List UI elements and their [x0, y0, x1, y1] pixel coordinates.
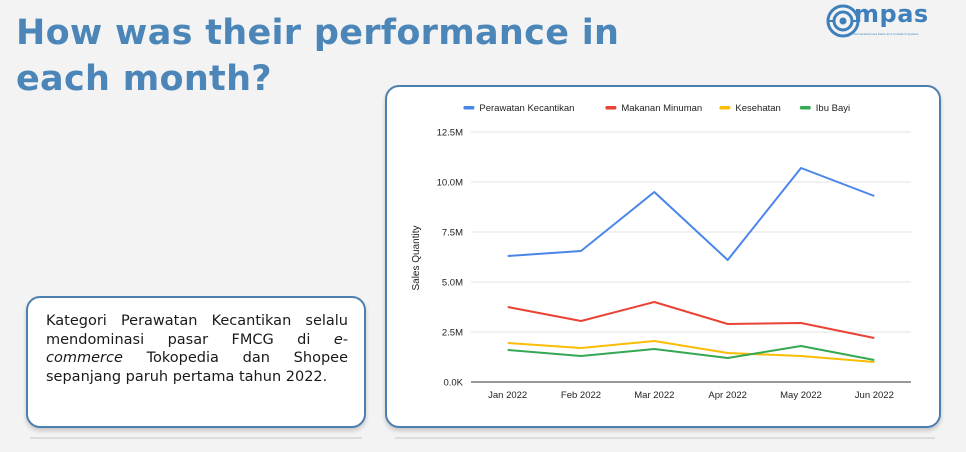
- note-text: Kategori Perawatan Kecantikan selalu men…: [46, 312, 348, 386]
- y-tick-label: 10.0M: [437, 178, 463, 189]
- series-line-ibu-bayi: [507, 345, 875, 361]
- chart-lines: [507, 167, 875, 363]
- chart-legend: Perawatan Kecantikan Makanan Minuman Keseh…: [463, 103, 850, 114]
- x-tick-label: May 2022: [780, 390, 822, 401]
- legend-label: Ibu Bayi: [816, 103, 850, 114]
- y-tick-label: 7.5M: [442, 228, 463, 239]
- x-axis: Jan 2022 Feb 2022 Mar 2022 Apr 2022 May 2022…: [488, 390, 894, 401]
- chart-bottom-divider: [395, 437, 935, 439]
- series-line-makanan-minuman: [507, 301, 875, 339]
- legend-swatch-kesehatan: [719, 106, 731, 110]
- chart-card: Perawatan Kecantikan Makanan Minuman Keseh…: [385, 85, 941, 428]
- line-chart: Perawatan Kecantikan Makanan Minuman Keseh…: [411, 103, 911, 401]
- logo-subtitle: Komprehensive Data and Analytics System: [854, 32, 919, 36]
- note-emphasis: e-commerce: [46, 331, 348, 367]
- legend-label: Kesehatan: [735, 103, 780, 114]
- note-bottom-divider: [30, 437, 362, 439]
- x-tick-label: Feb 2022: [561, 390, 601, 401]
- x-tick-label: Mar 2022: [634, 390, 674, 401]
- y-tick-label: 5.0M: [442, 278, 463, 289]
- page-title: How was their performance in each month?: [16, 13, 620, 99]
- x-tick-label: Jan 2022: [488, 390, 527, 401]
- x-tick-label: Apr 2022: [708, 390, 747, 401]
- legend-swatch-perawatan-kecantikan: [463, 106, 475, 110]
- note-text-part1: Kategori Perawatan Kecantikan selalu men…: [46, 313, 348, 348]
- chart-grid: [471, 131, 911, 383]
- legend-label: Makanan Minuman: [621, 103, 702, 114]
- compas-logo-icon: [826, 4, 860, 38]
- legend-swatch-makanan-minuman: [605, 106, 617, 110]
- series-line-kesehatan: [507, 340, 875, 363]
- compas-logo: mpas Komprehensive Data and Analytics Sy…: [826, 0, 946, 42]
- legend-swatch-ibu-bayi: [799, 106, 811, 110]
- series-line-perawatan-kecantikan: [507, 167, 875, 261]
- y-tick-label: 12.5M: [437, 128, 463, 139]
- y-axis: 0.0K 2.5M 5.0M 7.5M 10.0M 12.5M: [437, 128, 464, 389]
- legend-label: Perawatan Kecantikan: [479, 103, 574, 114]
- logo-text: mpas: [854, 0, 929, 28]
- note-text-part2: Tokopedia dan Shopee sepanjang paruh per…: [46, 350, 348, 385]
- note-callout: Kategori Perawatan Kecantikan selalu men…: [26, 296, 366, 428]
- y-axis-label: Sales Quantity: [411, 225, 422, 290]
- y-tick-label: 2.5M: [442, 328, 463, 339]
- y-tick-label: 0.0K: [443, 378, 463, 389]
- x-tick-label: Jun 2022: [855, 390, 894, 401]
